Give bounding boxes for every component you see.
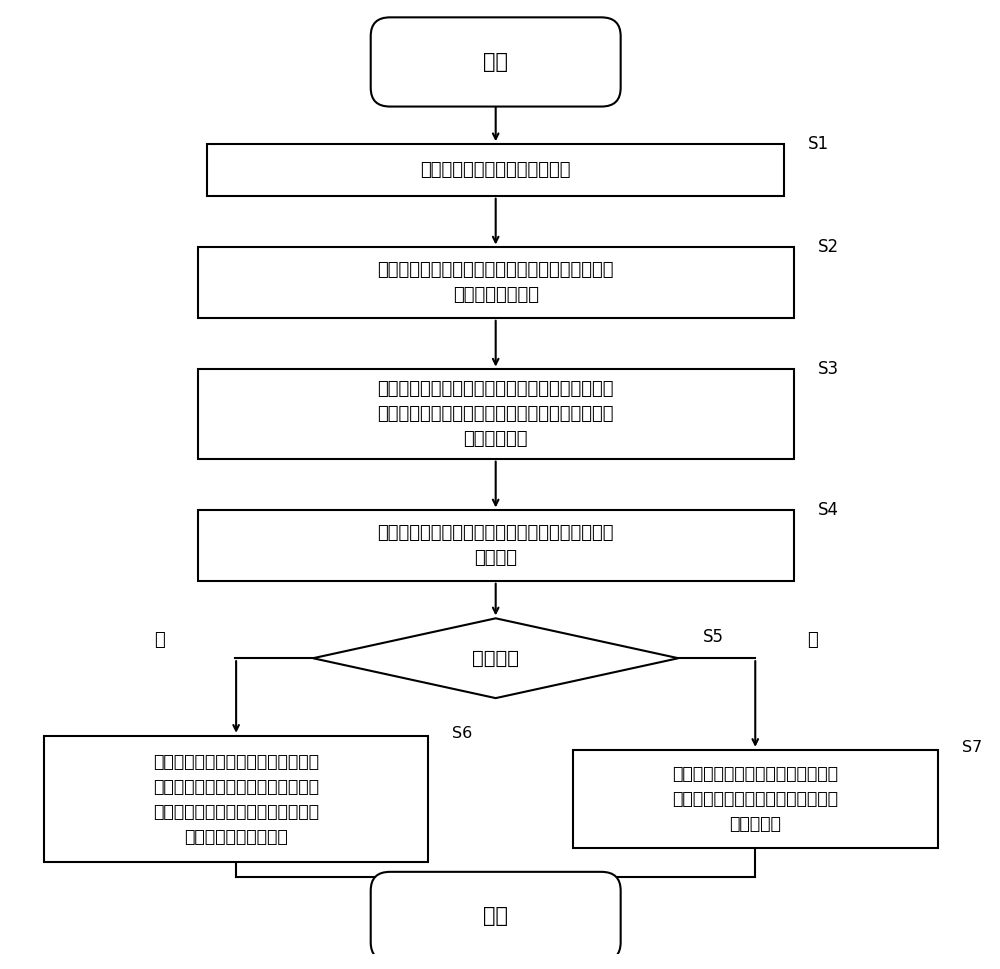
Text: 是: 是 bbox=[154, 631, 165, 649]
Text: S6: S6 bbox=[452, 727, 473, 741]
FancyBboxPatch shape bbox=[207, 144, 784, 196]
Text: 采用小交叉测线布置方式对待检测混
凝土结构进行弹性波层析扫描，检测
其内部缺陷: 采用小交叉测线布置方式对待检测混 凝土结构进行弹性波层析扫描，检测 其内部缺陷 bbox=[672, 766, 838, 833]
Text: S7: S7 bbox=[962, 740, 982, 756]
FancyBboxPatch shape bbox=[198, 247, 794, 318]
FancyBboxPatch shape bbox=[573, 750, 938, 849]
Text: 根据剖面图，在待检测混凝土结构对应剖面的相对
两条边上设置测点: 根据剖面图，在待检测混凝土结构对应剖面的相对 两条边上设置测点 bbox=[377, 261, 614, 304]
Text: S2: S2 bbox=[818, 238, 839, 256]
Text: S3: S3 bbox=[818, 360, 839, 378]
Text: 获取待检测混凝土结构的剖面图: 获取待检测混凝土结构的剖面图 bbox=[420, 161, 571, 179]
Polygon shape bbox=[313, 618, 678, 698]
FancyBboxPatch shape bbox=[198, 511, 794, 580]
Text: 以相对两条边中一条边上的测点作为激振点，另一
条边上的测点作为接收点，在每个接收点和激振点
处放置传感器: 以相对两条边中一条边上的测点作为激振点，另一 条边上的测点作为接收点，在每个接收… bbox=[377, 380, 614, 448]
Text: 结束: 结束 bbox=[483, 906, 508, 926]
FancyBboxPatch shape bbox=[371, 17, 621, 107]
Text: 开始: 开始 bbox=[483, 52, 508, 72]
FancyBboxPatch shape bbox=[371, 872, 621, 961]
Text: 采用全交叉测线布置方式、部分交叉
测线布置方式或小交叉测线布置方式
对待检测混凝土结构进行弹性波层析
扫描，检测其内部缺陷: 采用全交叉测线布置方式、部分交叉 测线布置方式或小交叉测线布置方式 对待检测混凝… bbox=[153, 753, 319, 846]
Text: S1: S1 bbox=[808, 135, 829, 153]
Text: S4: S4 bbox=[818, 501, 839, 519]
FancyBboxPatch shape bbox=[198, 369, 794, 458]
Text: 𝑎小于𝑏: 𝑎小于𝑏 bbox=[472, 648, 519, 668]
FancyBboxPatch shape bbox=[44, 735, 428, 862]
Text: 获取测点所在边的长度𝑎与垂直于测点所在边的测
线长度𝑏: 获取测点所在边的长度𝑎与垂直于测点所在边的测 线长度𝑏 bbox=[377, 524, 614, 567]
Text: S5: S5 bbox=[702, 628, 723, 645]
Text: 否: 否 bbox=[808, 631, 818, 649]
